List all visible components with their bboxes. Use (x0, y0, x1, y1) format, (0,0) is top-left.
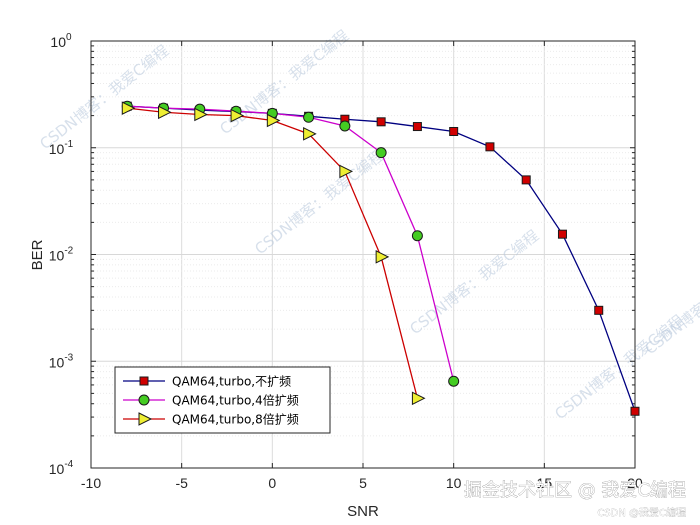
data-point (448, 375, 460, 387)
y-axis-label: BER (29, 239, 46, 270)
footer-main-text: 掘金技术社区 @ 我爱C编程 (464, 480, 686, 501)
data-point (339, 120, 351, 132)
data-point (557, 229, 567, 239)
data-point (121, 101, 136, 115)
x-tick-label: 10 (446, 475, 462, 491)
legend-entry-label: QAM64,turbo,8倍扩频 (172, 412, 299, 427)
data-point (630, 406, 640, 416)
data-point (594, 305, 604, 315)
x-tick-label: 5 (359, 475, 367, 491)
data-point (449, 126, 459, 136)
legend-entry-label: QAM64,turbo,不扩频 (172, 375, 291, 389)
x-tick-label: -5 (175, 475, 188, 491)
data-point (194, 107, 208, 122)
x-tick-label: -10 (81, 475, 101, 491)
legend-entry-label: QAM64,turbo,4倍扩频 (172, 393, 299, 408)
footer-sub-text: CSDN @我爱C编程 (597, 506, 686, 519)
data-point (303, 111, 315, 123)
data-point (411, 230, 423, 242)
series-line (127, 105, 455, 382)
series-3 (121, 101, 426, 406)
data-point (411, 391, 426, 406)
data-point (375, 147, 387, 159)
data-point (339, 164, 353, 179)
legend: QAM64,turbo,不扩频 QAM64,turbo,4倍扩频 QAM64,tur… (114, 366, 331, 434)
legend-marker (138, 394, 150, 406)
axis-ticks: -10 -5 0 5 10 15 20 100 10-1 10-2 10-3 10-4 (49, 32, 643, 491)
x-tick-label: 0 (268, 475, 276, 491)
data-point (266, 113, 281, 128)
series-layer (121, 100, 640, 416)
footer-watermark: 掘金技术社区 @ 我爱C编程 CSDN @我爱C编程 (464, 480, 687, 520)
data-point (521, 175, 531, 185)
x-axis-label: SNR (347, 503, 379, 520)
data-point (376, 117, 386, 127)
legend-marker (139, 376, 149, 386)
y-tick-label: 100 (50, 32, 72, 50)
data-point (412, 122, 422, 132)
data-point (230, 108, 245, 123)
data-point (158, 105, 172, 120)
y-tick-label: 10-3 (49, 352, 74, 370)
data-point (485, 142, 495, 152)
data-point (375, 250, 390, 264)
x-tick-label: 20 (627, 475, 643, 491)
legend-marker (138, 412, 153, 426)
x-tick-label: 15 (537, 475, 553, 491)
y-tick-label: 10-1 (49, 139, 74, 157)
y-tick-label: 10-2 (49, 246, 74, 264)
data-point (303, 127, 317, 141)
y-tick-label: 10-4 (49, 459, 74, 477)
